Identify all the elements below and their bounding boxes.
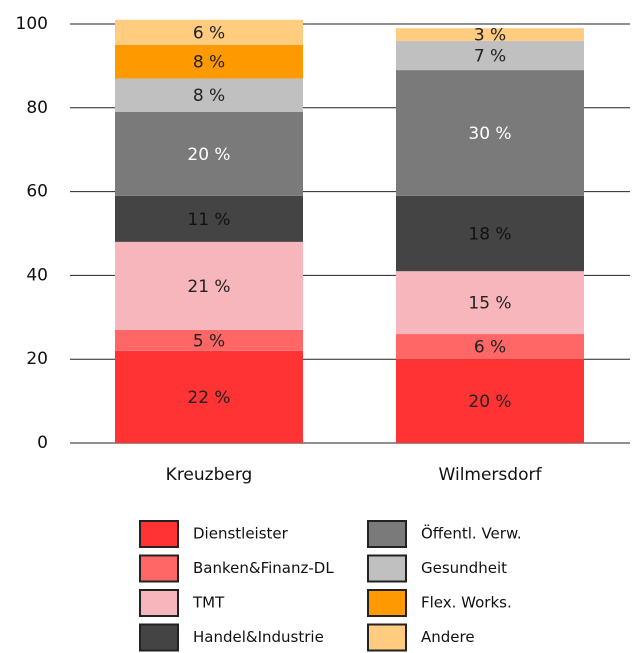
data-label: 20 %	[187, 145, 230, 165]
y-tick-label: 20	[26, 349, 48, 369]
data-label: 30 %	[468, 124, 511, 144]
bar-segment	[396, 334, 584, 360]
bar-segment	[396, 40, 584, 71]
bar-segment	[396, 195, 584, 272]
legend-label: TMT	[192, 594, 225, 612]
legend-swatch	[139, 520, 179, 548]
y-tick-label: 80	[26, 98, 48, 118]
data-label: 20 %	[468, 392, 511, 412]
bar-segment	[115, 329, 303, 351]
x-tick-label: Wilmersdorf	[439, 465, 543, 485]
y-tick-label: 60	[26, 182, 48, 202]
legend-swatch	[367, 623, 407, 652]
legend-swatch	[367, 520, 407, 548]
legend-swatch	[139, 589, 179, 617]
bar-segment	[115, 78, 303, 112]
y-tick-label: 100	[16, 14, 48, 34]
bar-segment	[396, 70, 584, 196]
legend-label: Flex. Works.	[421, 594, 512, 612]
data-label: 15 %	[468, 294, 511, 314]
data-label: 11 %	[187, 210, 230, 230]
bar-segment	[115, 241, 303, 330]
legend-label: Andere	[421, 628, 475, 646]
bar-segment	[396, 271, 584, 335]
legend-label: Handel&Industrie	[193, 628, 324, 646]
x-tick-label: Kreuzberg	[166, 465, 253, 485]
data-label: 21 %	[187, 277, 230, 297]
data-label: 6 %	[474, 338, 506, 358]
legend-label: Gesundheit	[421, 559, 507, 577]
legend-label: Öffentl. Verw.	[421, 524, 522, 543]
bar-segment	[396, 28, 584, 41]
data-label: 8 %	[193, 86, 225, 106]
legend-swatch	[139, 554, 179, 583]
data-label: 18 %	[468, 225, 511, 245]
bar-segment	[115, 44, 303, 79]
bar-segment	[115, 19, 303, 45]
legend-label: Dienstleister	[193, 525, 289, 543]
legend-label: Banken&Finanz-DL	[193, 559, 334, 577]
legend-swatch	[367, 554, 407, 583]
bar-segment	[115, 195, 303, 242]
legend-swatch	[367, 589, 407, 617]
y-tick-label: 0	[37, 433, 48, 453]
data-label: 6 %	[193, 23, 225, 43]
bar-segment	[115, 111, 303, 196]
bar-segment	[396, 359, 584, 443]
legend-swatch	[139, 623, 179, 652]
bar-segment	[115, 350, 303, 443]
data-label: 3 %	[474, 25, 506, 45]
data-label: 8 %	[193, 53, 225, 73]
data-label: 5 %	[193, 331, 225, 351]
data-label: 7 %	[474, 46, 506, 66]
data-label: 22 %	[187, 388, 230, 408]
y-tick-label: 40	[26, 265, 48, 285]
